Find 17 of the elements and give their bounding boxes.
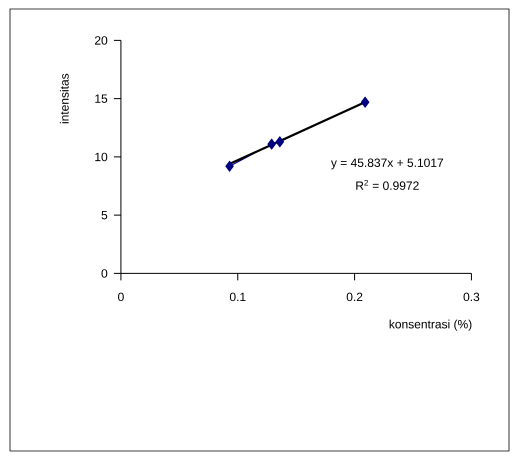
point [360, 96, 370, 108]
point [267, 138, 276, 150]
point [225, 160, 234, 172]
x-tick-label: 0.2 [346, 292, 362, 302]
y-axis-title: intensitas [60, 74, 69, 124]
annotation: R$^{2}$ = 0.9972 [356, 180, 419, 190]
x-tick-label: 0.1 [230, 292, 246, 302]
x-tick-label: 0.3 [464, 292, 480, 302]
y-tick-label: 5 [102, 211, 108, 220]
y-tick-label: 10 [95, 152, 108, 162]
x-tick-label: 0 [118, 292, 124, 302]
point [276, 136, 284, 148]
y-tick-label: 15 [95, 94, 108, 103]
annotation: y = 45.837x + 5.1017 [330, 158, 444, 170]
y-tick-label: 0 [102, 269, 108, 278]
y-tick-label: 20 [94, 36, 108, 45]
x-axis-title: konsentrasi (%) [390, 320, 472, 331]
